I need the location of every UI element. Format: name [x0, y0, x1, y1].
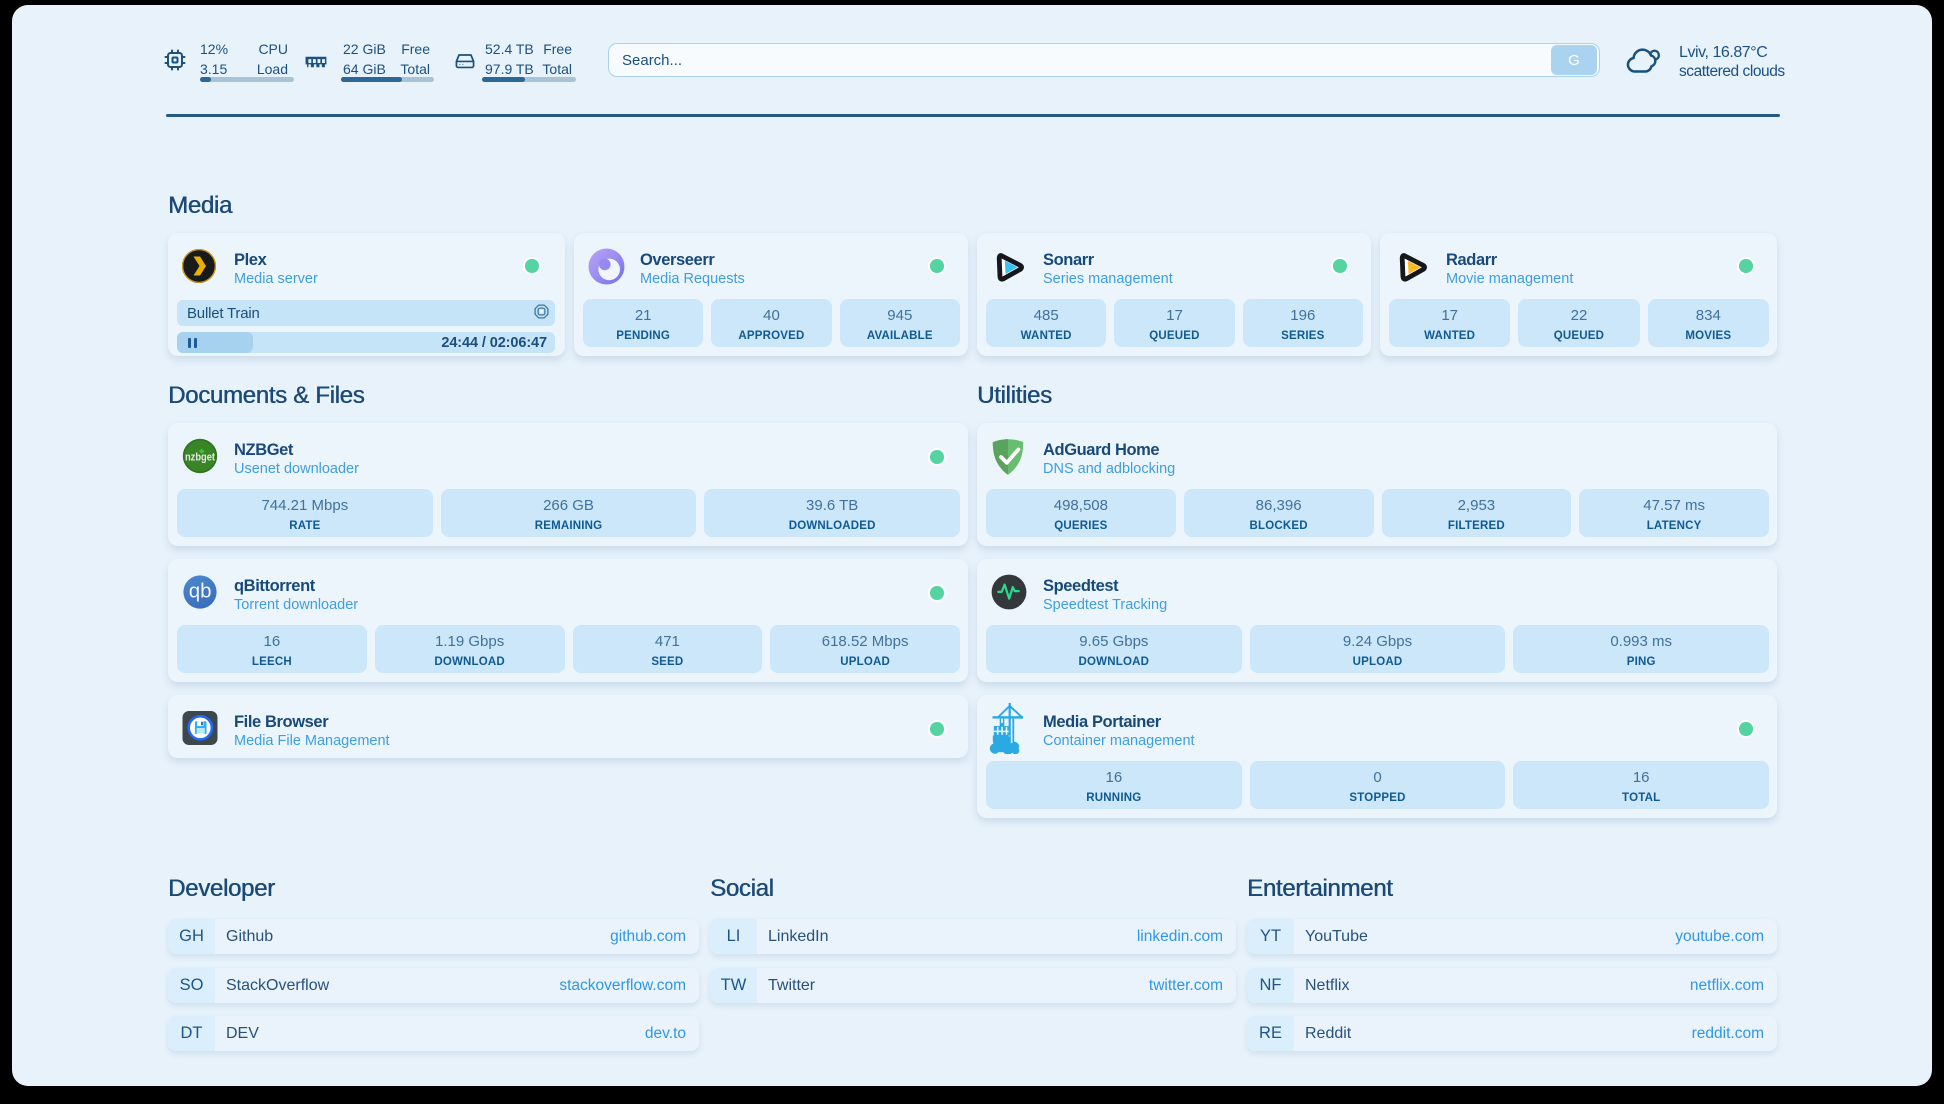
- svg-text:nzbget: nzbget: [185, 451, 215, 463]
- svg-text:qb: qb: [189, 580, 212, 603]
